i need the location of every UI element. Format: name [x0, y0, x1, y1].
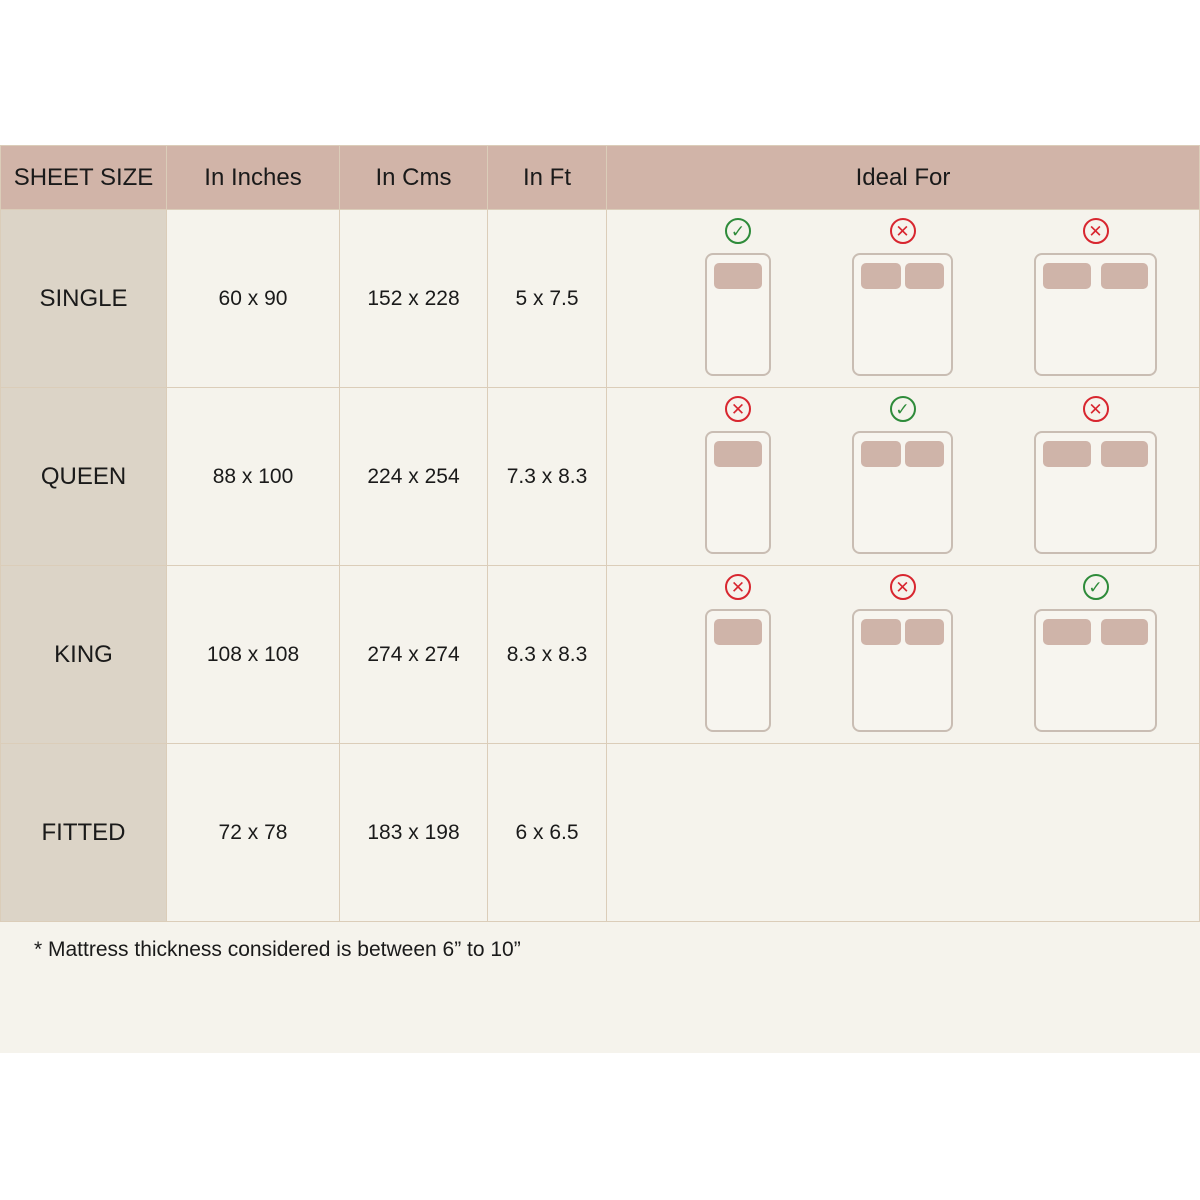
cross-icon: ✕	[1082, 396, 1109, 422]
bed-option: ✕	[705, 574, 771, 732]
pillow-icon	[904, 263, 944, 289]
ideal-for-cell: ✓ ✕ ✕	[606, 209, 1200, 388]
bed-option: ✕	[852, 218, 953, 376]
check-icon: ✓	[725, 218, 751, 244]
king-bed-icon	[1034, 431, 1157, 554]
size-cell: KING	[0, 565, 167, 744]
ft-cell: 5 x 7.5	[487, 209, 607, 388]
footnote: * Mattress thickness considered is betwe…	[34, 938, 521, 961]
bed-option: ✕	[852, 574, 953, 732]
pillow-icon	[1100, 263, 1148, 289]
inches-cell: 60 x 90	[166, 209, 340, 388]
ft-cell: 6 x 6.5	[487, 743, 607, 922]
bed-option: ✓	[852, 396, 953, 554]
pillow-icon	[904, 441, 944, 467]
header-cms: In Cms	[339, 145, 488, 210]
pillow-icon	[1043, 263, 1091, 289]
single-bed-icon	[705, 609, 771, 732]
header-ft: In Ft	[487, 145, 607, 210]
cross-icon: ✕	[725, 574, 751, 600]
pillow-icon	[1043, 441, 1091, 467]
pillow-icon	[1100, 441, 1148, 467]
pillow-icon	[714, 441, 762, 467]
inches-cell: 108 x 108	[166, 565, 340, 744]
bed-option: ✕	[1034, 396, 1157, 554]
single-bed-icon	[705, 431, 771, 554]
pillow-icon	[1100, 619, 1148, 645]
pillow-icon	[861, 619, 901, 645]
ft-cell: 8.3 x 8.3	[487, 565, 607, 744]
bed-option: ✕	[1034, 218, 1157, 376]
cms-cell: 274 x 274	[339, 565, 488, 744]
table-row: QUEEN 88 x 100 224 x 254 7.3 x 8.3 ✕ ✓ ✕	[0, 387, 1200, 566]
cms-cell: 152 x 228	[339, 209, 488, 388]
ft-cell: 7.3 x 8.3	[487, 387, 607, 566]
pillow-icon	[861, 263, 901, 289]
size-cell: QUEEN	[0, 387, 167, 566]
table-row: KING 108 x 108 274 x 274 8.3 x 8.3 ✕ ✕ ✓	[0, 565, 1200, 744]
bed-option: ✓	[705, 218, 771, 376]
inches-cell: 72 x 78	[166, 743, 340, 922]
pillow-icon	[904, 619, 944, 645]
ideal-for-cell: ✕ ✕ ✓	[606, 565, 1200, 744]
cross-icon: ✕	[725, 396, 751, 422]
queen-bed-icon	[852, 431, 953, 554]
king-bed-icon	[1034, 253, 1157, 376]
single-bed-icon	[705, 253, 771, 376]
cms-cell: 224 x 254	[339, 387, 488, 566]
table-row: SINGLE 60 x 90 152 x 228 5 x 7.5 ✓ ✕ ✕	[0, 209, 1200, 388]
cross-icon: ✕	[1082, 218, 1109, 244]
bed-option: ✕	[705, 396, 771, 554]
cms-cell: 183 x 198	[339, 743, 488, 922]
check-icon: ✓	[889, 396, 916, 422]
inches-cell: 88 x 100	[166, 387, 340, 566]
table-row: FITTED 72 x 78 183 x 198 6 x 6.5	[0, 743, 1200, 922]
pillow-icon	[861, 441, 901, 467]
header-row: SHEET SIZE In Inches In Cms In Ft Ideal …	[0, 145, 1200, 210]
check-icon: ✓	[1082, 574, 1109, 600]
bed-option: ✓	[1034, 574, 1157, 732]
ideal-for-cell: ✕ ✓ ✕	[606, 387, 1200, 566]
pillow-icon	[714, 263, 762, 289]
header-inches: In Inches	[166, 145, 340, 210]
queen-bed-icon	[852, 609, 953, 732]
size-cell: SINGLE	[0, 209, 167, 388]
pillow-icon	[1043, 619, 1091, 645]
sheet-size-table: SHEET SIZE In Inches In Cms In Ft Ideal …	[0, 145, 1200, 922]
cross-icon: ✕	[889, 218, 916, 244]
queen-bed-icon	[852, 253, 953, 376]
size-cell: FITTED	[0, 743, 167, 922]
king-bed-icon	[1034, 609, 1157, 732]
pillow-icon	[714, 619, 762, 645]
cross-icon: ✕	[889, 574, 916, 600]
header-sheet-size: SHEET SIZE	[0, 145, 167, 210]
header-ideal-for: Ideal For	[606, 145, 1200, 210]
ideal-for-cell	[606, 743, 1200, 922]
